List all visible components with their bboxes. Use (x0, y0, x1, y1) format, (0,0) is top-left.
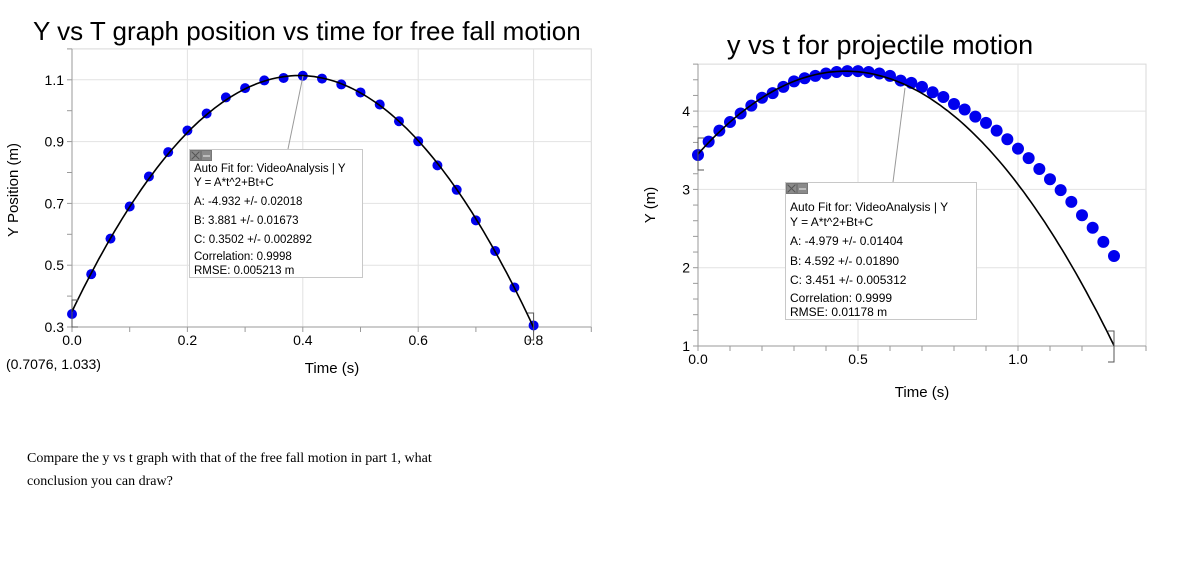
fit-leader-line (287, 75, 304, 150)
fit-param-c: C: 3.451 +/- 0.005312 (790, 273, 907, 287)
auto-fit-box-free-fall[interactable]: Auto Fit for: VideoAnalysis | Y Y = A*t^… (189, 149, 363, 278)
data-point[interactable] (1012, 142, 1024, 155)
data-point[interactable] (220, 92, 231, 103)
x-tick-label: 0.2 (178, 332, 198, 348)
close-icon[interactable] (190, 150, 201, 161)
x-axis-label: Time (s) (305, 360, 359, 377)
y-tick-label: 0.7 (45, 195, 65, 211)
data-point[interactable] (990, 124, 1003, 137)
fit-equation: Y = A*t^2+Bt+C (194, 177, 274, 189)
data-point[interactable] (916, 80, 928, 93)
x-tick-label: 0.0 (688, 351, 708, 367)
data-point[interactable] (862, 65, 875, 78)
data-point[interactable] (1108, 249, 1120, 262)
fit-range-bracket-start[interactable] (71, 299, 78, 328)
y-tick-label: 0.9 (45, 134, 65, 150)
auto-fit-box-projectile[interactable]: Auto Fit for: VideoAnalysis | Y Y = A*t^… (785, 182, 977, 320)
data-point[interactable] (1044, 173, 1056, 186)
close-icon[interactable] (786, 183, 797, 194)
x-tick-label: 0.4 (293, 332, 313, 348)
projectile-chart[interactable]: 0.0 0.5 1.0 1 2 3 4 Time (s) Y (m) (0, 0, 1196, 420)
data-point[interactable] (1033, 163, 1046, 176)
fit-header: Auto Fit for: VideoAnalysis | Y (790, 200, 949, 214)
minimize-icon[interactable] (201, 150, 212, 161)
data-point[interactable] (958, 103, 971, 116)
x-axis-label: Time (s) (895, 384, 949, 401)
x-tick-label: 0.5 (848, 351, 868, 367)
data-point[interactable] (884, 69, 896, 82)
fit-correlation: Correlation: 0.9999 (790, 290, 893, 305)
y-tick-label: 0.3 (45, 319, 65, 335)
data-point[interactable] (820, 67, 832, 80)
chart-title-projectile: y vs t for projectile motion (727, 30, 1034, 60)
data-point[interactable] (969, 110, 982, 123)
y-tick-label: 0.5 (45, 257, 65, 273)
data-point[interactable] (809, 69, 822, 82)
fit-param-c: C: 0.3502 +/- 0.002892 (194, 234, 312, 246)
cursor-coordinate-readout: (0.7076, 1.033) (6, 356, 101, 372)
data-point[interactable] (937, 91, 950, 104)
data-point[interactable] (432, 160, 443, 171)
fit-range-bracket-end[interactable] (1108, 330, 1115, 363)
y-axis-label: Y Position (m) (5, 143, 22, 237)
data-point[interactable] (1001, 133, 1014, 146)
y-tick-label: 1.1 (45, 72, 65, 88)
x-tick-label: 0.6 (408, 332, 428, 348)
fit-param-a: A: -4.932 +/- 0.02018 (194, 196, 303, 208)
y-tick-label: 1 (682, 338, 690, 354)
fit-rmse: RMSE: 0.005213 m (194, 265, 295, 277)
fit-param-a: A: -4.979 +/- 0.01404 (790, 234, 904, 248)
y-axis-label: Y (m) (642, 187, 659, 223)
data-point[interactable] (1065, 195, 1078, 208)
y-tick-label: 4 (682, 103, 690, 119)
data-point[interactable] (873, 67, 886, 80)
data-point[interactable] (1097, 235, 1110, 248)
data-point[interactable] (182, 125, 193, 136)
chart-title-free-fall: Y vs T graph position vs time for free f… (33, 16, 581, 46)
data-point[interactable] (1076, 209, 1088, 222)
data-point[interactable] (926, 86, 939, 99)
y-tick-label: 2 (682, 260, 690, 276)
data-point[interactable] (163, 147, 174, 158)
x-tick-label: 0.0 (62, 332, 82, 348)
fit-curve (697, 70, 1115, 346)
fit-header: Auto Fit for: VideoAnalysis | Y (194, 163, 346, 175)
fit-leader-line (892, 87, 906, 183)
data-point[interactable] (278, 72, 289, 83)
data-point[interactable] (1022, 152, 1035, 165)
data-point[interactable] (1054, 184, 1067, 197)
fit-curve (71, 74, 535, 328)
fit-rmse: RMSE: 0.01178 m (790, 305, 888, 319)
fit-range-bracket-start[interactable] (697, 137, 704, 171)
fit-equation: Y = A*t^2+Bt+C (790, 214, 874, 229)
fit-range-bracket-end[interactable] (527, 312, 535, 341)
y-tick-label: 3 (682, 181, 690, 197)
data-point[interactable] (980, 116, 992, 129)
fit-param-b: B: 4.592 +/- 0.01890 (790, 253, 900, 268)
fit-param-b: B: 3.881 +/- 0.01673 (194, 215, 299, 227)
data-point[interactable] (1086, 221, 1099, 234)
fit-correlation: Correlation: 0.9998 (194, 251, 292, 263)
minimize-icon[interactable] (797, 183, 808, 194)
question-text: Compare the y vs t graph with that of th… (27, 451, 432, 489)
x-tick-label: 1.0 (1008, 351, 1028, 367)
data-point[interactable] (948, 98, 960, 111)
